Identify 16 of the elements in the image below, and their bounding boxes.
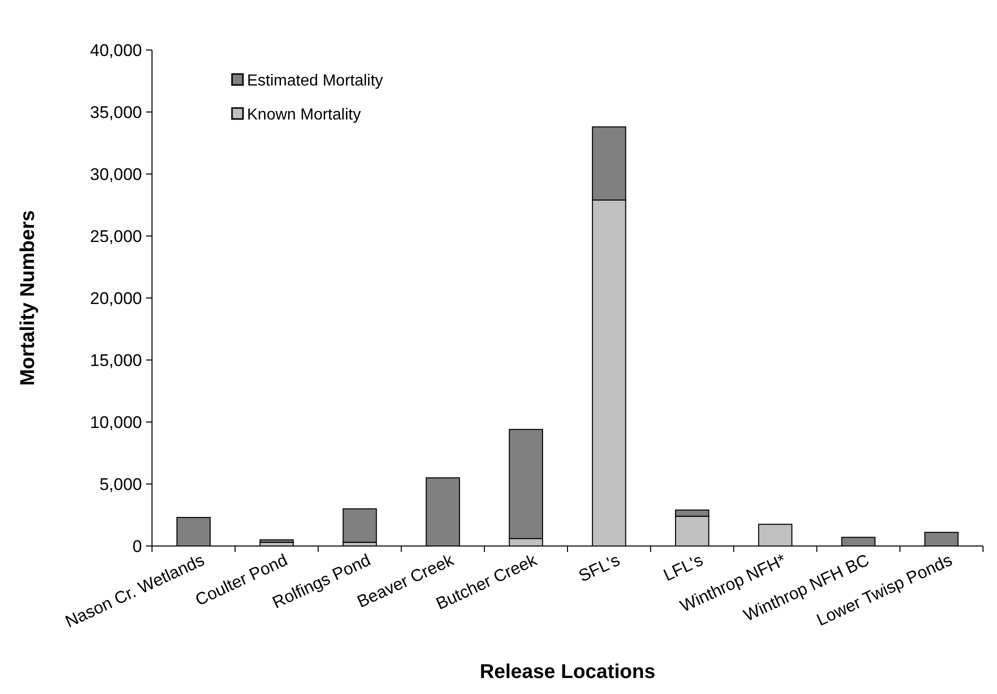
x-tick-label: SFL's [576,550,623,586]
y-tick-label: 5,000 [99,474,142,494]
y-tick-label: 35,000 [90,102,142,122]
legend-label: Known Mortality [247,106,361,124]
y-tick-label: 15,000 [90,350,142,370]
y-tick-label: 40,000 [90,40,142,60]
y-tick-label: 30,000 [90,164,142,184]
y-tick-label: 25,000 [90,226,142,246]
y-axis-title: Mortality Numbers [17,210,39,386]
bar [342,508,377,543]
y-tick-label: 0 [132,536,142,556]
bar [260,539,294,543]
y-tick-label: 20,000 [90,288,142,308]
legend-label: Estimated Mortality [247,72,384,90]
x-axis-title: Release Locations [480,661,656,683]
y-tick-label: 10,000 [90,412,142,432]
